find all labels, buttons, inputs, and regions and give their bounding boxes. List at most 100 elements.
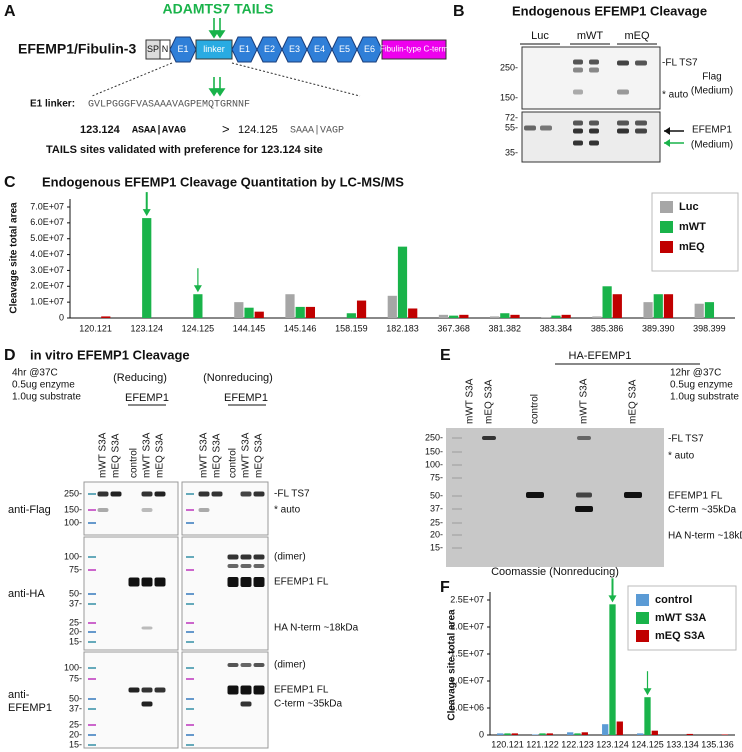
lane-label: mEQ S3A [628,379,639,424]
marker-label: 25- [69,617,82,627]
band [141,701,153,707]
marker-label: 37- [430,503,443,513]
site: 123.124 [80,124,121,136]
band-label: HA N-term ~18kDa [274,623,359,634]
bar [101,316,111,318]
x-tick-label: 120.121 [491,739,524,749]
lane-label: mEQ [624,30,650,42]
blot-image [83,481,179,536]
x-tick-label: 133.134 [666,739,699,749]
condition: 1.0ug substrate [12,392,81,403]
y-tick-label: 5.0E+07 [30,233,64,243]
legend-label: mEQ S3A [655,630,705,642]
marker-label: 20- [69,626,82,636]
bar [449,315,459,318]
legend-swatch [660,241,673,253]
bar [686,733,693,735]
enzyme-title: ADAMTS7 TAILS [163,1,274,17]
bar [561,314,571,318]
band [227,554,239,560]
marker-label: 15- [69,739,82,749]
band [589,140,599,146]
band-label: EFEMP1 FL [274,577,329,588]
domain-label: linker [203,44,225,54]
band [227,663,239,667]
blot-image [181,536,269,651]
marker-label: 150- [425,446,443,456]
bar [602,724,609,735]
bar [609,604,616,735]
band [97,508,109,512]
protein-name: EFEMP1/Fibulin-3 [18,41,136,57]
band [617,89,629,95]
band [240,564,252,568]
bar [504,733,511,735]
panel-letter: A [4,3,16,20]
legend-label: mEQ [679,241,705,253]
lane-label: mEQ S3A [254,433,265,478]
site-sequence: ASAA|AVAG [132,125,186,137]
bar [612,294,622,318]
blot-label: anti-HA [8,588,45,600]
lane-label: control [530,394,541,424]
lane-label: mEQ S3A [155,433,166,478]
x-tick-label: 124.125 [182,323,215,333]
band [240,663,252,667]
band-arrows [664,127,684,147]
band-label: HA N-term ~18kDa [668,531,742,542]
group-label: EFEMP1 [224,392,268,404]
x-tick-label: 158.159 [335,323,368,333]
x-tick-label: 135.136 [701,739,734,749]
x-tick-label: 385.386 [591,323,624,333]
band [573,67,583,73]
bar [142,218,152,318]
condition: 4hr @37C [12,368,58,379]
lane-label: Luc [531,30,549,42]
band [524,125,536,131]
band [97,491,109,497]
blot-label: (Medium) [691,86,733,97]
domain-label: E1 [177,44,188,54]
band [211,491,223,497]
band [575,506,593,512]
arrow-head [608,595,617,603]
lane-label: control [129,448,140,478]
marker-label: 250- [425,432,443,442]
y-tick-label: 2.0E+07 [450,621,484,631]
band [198,491,210,497]
legend-swatch [660,221,673,233]
blot-label: EFEMP1 [8,702,52,714]
bar [592,316,602,318]
band [227,577,239,587]
domain-label: N [162,44,169,54]
x-tick-label: 123.124 [130,323,163,333]
y-tick-label: 1.5E+07 [450,648,484,658]
marker-label: 72- [505,112,518,122]
x-tick-label: 123.124 [596,739,629,749]
bar [285,294,295,318]
domain-label: E1 [239,44,250,54]
marker-label: 25- [69,719,82,729]
bar [510,314,520,318]
marker-label: 37- [69,598,82,608]
bar [551,315,561,318]
band-label: -FL TS7 [662,58,698,69]
y-tick-label: 2.0E+07 [30,281,64,291]
band [526,492,544,498]
band [589,67,599,73]
bar [438,314,449,318]
band [635,128,647,134]
bar [567,732,574,735]
band [227,564,239,568]
marker-label: 55- [505,122,518,132]
lane-label: mWT S3A [98,432,109,478]
group-label: EFEMP1 [125,392,169,404]
band [576,492,592,498]
x-tick-label: 121.122 [526,739,559,749]
band [482,436,496,440]
y-tick-label: 5.0E+06 [450,702,484,712]
lane-label: mEQ S3A [484,379,495,424]
dashed-lines [91,62,361,97]
band [635,60,647,66]
band [573,59,583,65]
